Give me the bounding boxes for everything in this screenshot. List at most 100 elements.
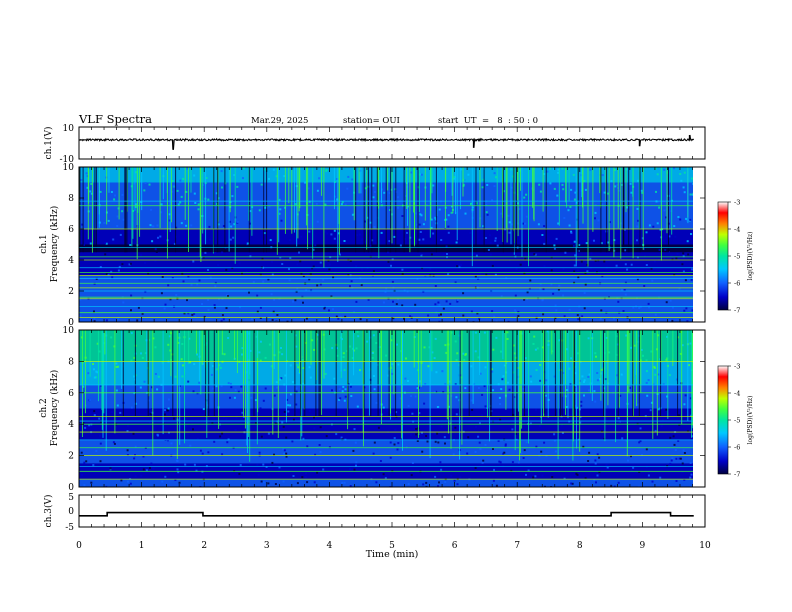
spec-speckle xyxy=(504,443,507,446)
spec-speckle xyxy=(93,310,95,313)
time-tick-label: 3 xyxy=(264,541,270,551)
spec-speckle xyxy=(669,299,672,302)
spec-speckle xyxy=(462,416,465,419)
spec-speckle xyxy=(491,310,494,313)
spec-speckle xyxy=(380,231,383,234)
spec-speckle xyxy=(614,185,617,188)
spec-speckle xyxy=(482,459,485,462)
spec-speckle xyxy=(575,190,578,193)
spec-speckle xyxy=(93,410,96,413)
spec-speckle xyxy=(110,411,113,414)
spec-speckle xyxy=(225,417,228,420)
spec-speckle xyxy=(419,231,422,233)
spec-speckle xyxy=(606,192,609,195)
spec-speckle xyxy=(201,452,204,455)
spec-speckle xyxy=(301,359,304,361)
spec-speckle xyxy=(691,309,693,312)
spec-speckle xyxy=(617,300,620,303)
spec-speckle xyxy=(576,314,579,317)
spec-speckle xyxy=(126,449,129,452)
spec-speckle xyxy=(119,411,122,414)
spec-speckle xyxy=(203,315,206,318)
spec-speckle xyxy=(544,394,547,397)
spec-speckle xyxy=(452,453,455,456)
spec-speckle xyxy=(331,297,334,299)
spec-speckle xyxy=(464,212,467,215)
spec-speckle xyxy=(305,317,308,320)
spec-speckle xyxy=(562,268,565,270)
spec-speckle xyxy=(425,485,428,487)
spec-speckle xyxy=(207,298,210,301)
spec-speckle xyxy=(213,304,216,307)
spec-speckle xyxy=(289,238,291,241)
spec-speckle xyxy=(273,394,276,397)
spec-speckle xyxy=(336,198,339,201)
spec-speckle xyxy=(373,441,376,444)
spec-speckle xyxy=(640,348,643,351)
spec-speckle xyxy=(539,282,542,285)
spec-speckle xyxy=(625,334,628,337)
spec-speckle xyxy=(574,254,577,257)
spec-speckle xyxy=(587,375,590,378)
spec-speckle xyxy=(511,428,514,431)
spec-speckle xyxy=(474,350,477,353)
spec-speckle xyxy=(425,481,428,484)
spec-speckle xyxy=(685,307,688,310)
spec-speckle xyxy=(231,195,234,198)
spec-speckle xyxy=(157,375,160,378)
spec-speckle xyxy=(684,279,687,282)
spec-speckle xyxy=(227,438,230,441)
spec-speckle xyxy=(678,423,681,426)
spec-speckle xyxy=(312,248,315,251)
spec-speckle xyxy=(351,178,354,181)
spec-speckle xyxy=(185,424,188,427)
spec-speckle xyxy=(664,248,667,251)
spec-speckle xyxy=(264,206,266,209)
spec-speckle xyxy=(459,476,462,479)
spec-speckle xyxy=(344,203,347,206)
spec-speckle xyxy=(318,320,321,322)
spec-speckle xyxy=(270,365,273,368)
spec-speckle xyxy=(419,253,422,256)
freq-tick-label: 2 xyxy=(68,452,74,462)
spec-speckle xyxy=(554,450,557,453)
spec-speckle xyxy=(155,251,158,253)
time-tick-label: 1 xyxy=(139,541,145,551)
spec-speckle xyxy=(267,278,270,281)
spec-speckle xyxy=(115,362,118,365)
spec-speckle xyxy=(294,299,297,302)
spec-speckle xyxy=(642,354,644,357)
spec-speckle xyxy=(407,404,410,407)
spec-speckle xyxy=(223,415,225,418)
spec-speckle xyxy=(553,439,556,442)
spec-speckle xyxy=(151,408,154,411)
spec-speckle xyxy=(331,389,333,392)
spec-speckle xyxy=(355,300,358,303)
freq-tick-label: 10 xyxy=(63,326,75,336)
spec-speckle xyxy=(625,439,628,442)
spec-speckle xyxy=(120,479,123,482)
spec-speckle xyxy=(416,223,419,226)
spec-speckle xyxy=(665,358,668,361)
spec-speckle xyxy=(569,383,572,386)
spec-speckle xyxy=(384,291,387,294)
spec-speckle xyxy=(553,433,556,436)
spec-speckle xyxy=(480,414,483,417)
spec-speckle xyxy=(648,306,651,309)
spec-speckle xyxy=(416,440,419,442)
spec-speckle xyxy=(545,379,548,382)
spec-speckle xyxy=(561,183,564,186)
spec-speckle xyxy=(116,215,119,218)
spec-speckle xyxy=(561,424,563,427)
spec-speckle xyxy=(605,336,608,339)
spec-speckle xyxy=(371,356,374,359)
figure-date: Mar.29, 2025 xyxy=(251,116,308,126)
spec-speckle xyxy=(517,311,520,313)
spec-speckle xyxy=(241,411,244,414)
spec-speckle xyxy=(261,257,264,260)
spec-speckle xyxy=(573,264,576,267)
spec-speckle xyxy=(427,365,430,368)
spec-speckle xyxy=(645,264,648,266)
spec-speckle xyxy=(593,479,596,481)
spec-speckle xyxy=(160,211,163,214)
